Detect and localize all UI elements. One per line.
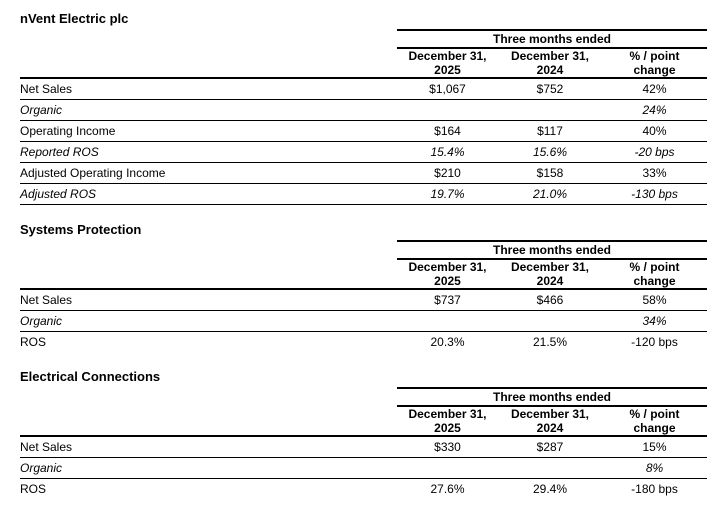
row-value: 21.5% bbox=[532, 335, 568, 349]
table-row: Organic 8% bbox=[20, 457, 708, 479]
row-value: 21.0% bbox=[498, 183, 602, 205]
row-label: Organic bbox=[20, 457, 397, 479]
row-label: ROS bbox=[20, 335, 47, 349]
row-value: $466 bbox=[498, 289, 602, 311]
group-header: Three months ended bbox=[397, 387, 708, 407]
group-header-spacer bbox=[20, 30, 397, 48]
row-value: 34% bbox=[602, 310, 708, 332]
table-row: Operating Income $164 $117 40% bbox=[20, 120, 708, 142]
section-title: Systems Protection bbox=[20, 222, 142, 237]
report-section: Electrical Connections Three months ende… bbox=[20, 369, 726, 499]
group-header-row: Three months ended bbox=[20, 387, 708, 407]
column-header-spacer bbox=[20, 259, 397, 290]
row-label: Organic bbox=[20, 99, 397, 121]
table-row: ROS 20.3% 21.5% -120 bps bbox=[20, 332, 707, 353]
row-label: Net Sales bbox=[20, 289, 397, 311]
row-label: Net Sales bbox=[20, 436, 397, 458]
column-header: % / point change bbox=[602, 259, 708, 290]
row-value bbox=[397, 457, 498, 479]
row-value bbox=[498, 457, 602, 479]
row-value: 15.4% bbox=[397, 141, 498, 163]
group-header-row: Three months ended bbox=[20, 240, 708, 260]
table-body: Net Sales $1,067 $752 42% Organic 24% Op… bbox=[20, 78, 708, 205]
row-value: 8% bbox=[602, 457, 708, 479]
row-value bbox=[397, 310, 498, 332]
row-value: 15% bbox=[602, 436, 708, 458]
table-row: Organic 24% bbox=[20, 99, 708, 121]
group-header: Three months ended bbox=[397, 29, 708, 49]
row-value: $752 bbox=[498, 78, 602, 100]
row-value: $737 bbox=[397, 289, 498, 311]
table-row: Reported ROS 15.4% 15.6% -20 bps bbox=[20, 141, 708, 163]
table-row: Net Sales $330 $287 15% bbox=[20, 436, 708, 458]
column-header: December 31, 2024 bbox=[498, 48, 602, 79]
report-section: Systems Protection Three months ended De… bbox=[20, 222, 726, 352]
row-value: 33% bbox=[602, 162, 708, 184]
financial-table: Three months ended December 31, 2025 Dec… bbox=[20, 29, 708, 205]
group-header-spacer bbox=[20, 241, 397, 259]
table-row: Adjusted ROS 19.7% 21.0% -130 bps bbox=[20, 183, 708, 205]
row-label: ROS bbox=[20, 482, 47, 496]
row-value: $287 bbox=[498, 436, 602, 458]
report-section: nVent Electric plc Three months ended De… bbox=[20, 11, 726, 205]
row-label: Operating Income bbox=[20, 120, 397, 142]
column-header-row: December 31, 2025 December 31, 2024 % / … bbox=[20, 259, 708, 290]
column-header: December 31, 2024 bbox=[498, 259, 602, 290]
row-value: -180 bps bbox=[631, 482, 678, 496]
column-header-spacer bbox=[20, 406, 397, 437]
row-value: -20 bps bbox=[602, 141, 708, 163]
row-value bbox=[498, 99, 602, 121]
column-header: December 31, 2025 bbox=[397, 259, 498, 290]
row-label: Net Sales bbox=[20, 78, 397, 100]
table-row: Adjusted Operating Income $210 $158 33% bbox=[20, 162, 708, 184]
row-value: 15.6% bbox=[498, 141, 602, 163]
section-title: Electrical Connections bbox=[20, 369, 161, 384]
row-value: $164 bbox=[397, 120, 498, 142]
row-value: $117 bbox=[498, 120, 602, 142]
column-header-row: December 31, 2025 December 31, 2024 % / … bbox=[20, 406, 708, 437]
row-value bbox=[397, 99, 498, 121]
table-body: Net Sales $737 $466 58% Organic 34% ROS … bbox=[20, 289, 708, 353]
section-title: nVent Electric plc bbox=[20, 11, 129, 26]
row-value: 19.7% bbox=[397, 183, 498, 205]
column-header-row: December 31, 2025 December 31, 2024 % / … bbox=[20, 48, 708, 79]
row-label: Adjusted Operating Income bbox=[20, 162, 397, 184]
row-label: Reported ROS bbox=[20, 141, 397, 163]
column-header: % / point change bbox=[602, 48, 708, 79]
column-header-spacer bbox=[20, 48, 397, 79]
table-row: Net Sales $737 $466 58% bbox=[20, 289, 708, 311]
row-value: $330 bbox=[397, 436, 498, 458]
row-label: Adjusted ROS bbox=[20, 183, 397, 205]
column-header: December 31, 2025 bbox=[397, 406, 498, 437]
column-header: % / point change bbox=[602, 406, 708, 437]
financial-table: Three months ended December 31, 2025 Dec… bbox=[20, 387, 708, 500]
row-value: -130 bps bbox=[602, 183, 708, 205]
row-value: 58% bbox=[602, 289, 708, 311]
row-label: Organic bbox=[20, 310, 397, 332]
row-value: 20.3% bbox=[430, 335, 465, 349]
row-value: $158 bbox=[498, 162, 602, 184]
row-value: -120 bps bbox=[631, 335, 678, 349]
group-header-spacer bbox=[20, 388, 397, 406]
row-value: 27.6% bbox=[430, 482, 465, 496]
row-value: 29.4% bbox=[532, 482, 568, 496]
column-header: December 31, 2024 bbox=[498, 406, 602, 437]
row-value: 42% bbox=[602, 78, 708, 100]
group-header-row: Three months ended bbox=[20, 29, 708, 49]
row-value bbox=[498, 310, 602, 332]
group-header: Three months ended bbox=[397, 240, 708, 260]
table-row: ROS 27.6% 29.4% -180 bps bbox=[20, 479, 707, 500]
column-header: December 31, 2025 bbox=[397, 48, 498, 79]
sections-container: nVent Electric plc Three months ended De… bbox=[20, 11, 726, 499]
row-value: 40% bbox=[602, 120, 708, 142]
row-value: $210 bbox=[397, 162, 498, 184]
table-body: Net Sales $330 $287 15% Organic 8% ROS 2… bbox=[20, 436, 708, 500]
row-value: 24% bbox=[602, 99, 708, 121]
row-value: $1,067 bbox=[397, 78, 498, 100]
financial-table: Three months ended December 31, 2025 Dec… bbox=[20, 240, 708, 353]
table-row: Organic 34% bbox=[20, 310, 708, 332]
table-row: Net Sales $1,067 $752 42% bbox=[20, 78, 708, 100]
